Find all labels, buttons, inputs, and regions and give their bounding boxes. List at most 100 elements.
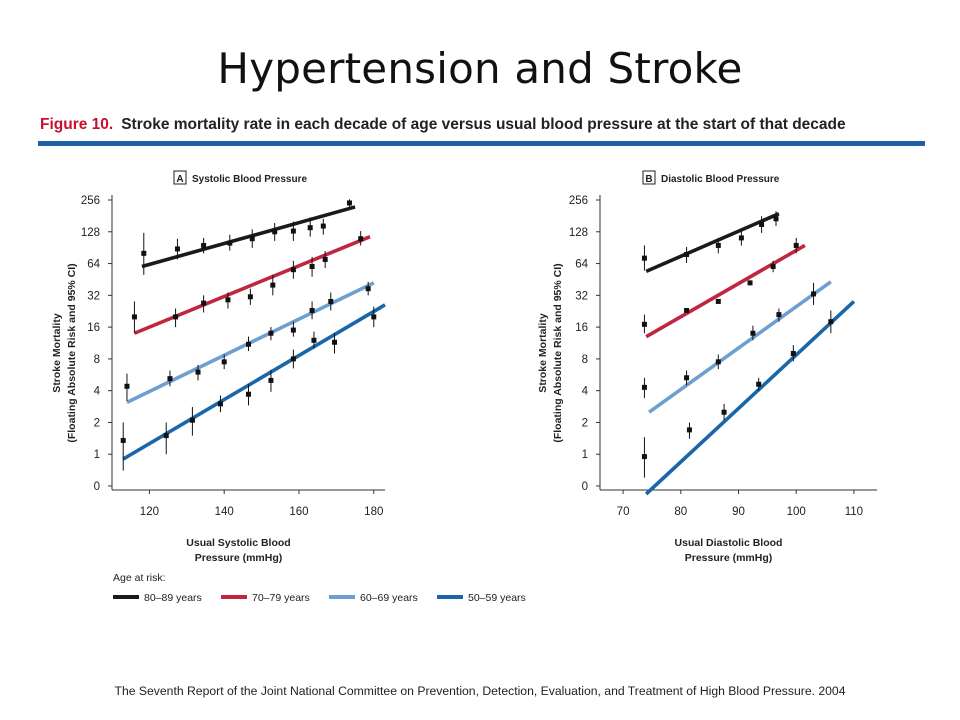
data-point: [371, 314, 377, 320]
chart-panel-a: A Systolic Blood Pressure 0 1 2 4 8 16 32 64 128 25…: [51, 170, 386, 564]
data-point: [790, 350, 796, 356]
data-point: [773, 216, 779, 222]
legend-label: 60–69 years: [360, 592, 418, 604]
data-point: [641, 384, 647, 390]
x-tick-label: 80: [674, 506, 687, 518]
panel-letter-box: [173, 170, 187, 185]
y-tick-label: 4: [94, 386, 101, 398]
data-point: [358, 236, 364, 242]
data-point: [759, 222, 765, 228]
fit-line: [644, 300, 856, 496]
series-2: [641, 237, 806, 339]
x-tick-label: 70: [617, 506, 630, 518]
panel-letter: A: [176, 174, 183, 185]
data-point: [270, 282, 276, 288]
data-point: [756, 381, 762, 387]
legend-label: 70–79 years: [252, 592, 310, 604]
y-tick-label: 128: [569, 227, 588, 239]
data-point: [225, 297, 231, 303]
fit-line: [648, 280, 832, 414]
y-tick-label: 16: [575, 322, 588, 334]
data-point: [290, 327, 296, 333]
data-point: [246, 391, 251, 397]
data-point: [217, 401, 223, 407]
figure-caption-text: Stroke mortality rate in each decade of …: [121, 116, 846, 133]
figure-label: Figure 10.: [40, 116, 114, 133]
data-point: [268, 377, 274, 383]
data-point: [750, 330, 756, 336]
data-point: [365, 286, 371, 292]
data-point: [684, 375, 690, 381]
data-point: [189, 417, 195, 423]
panel-title: Diastolic Blood Pressure: [661, 174, 780, 185]
panel-letter-box: [642, 170, 656, 185]
y-tick-label: 64: [575, 259, 588, 271]
slide-title: Hypertension and Stroke: [217, 44, 743, 93]
data-point: [322, 256, 328, 262]
data-point: [290, 228, 296, 234]
data-point: [715, 242, 721, 248]
y-tick-label: 1: [582, 449, 588, 461]
y-tick-label: 0: [94, 481, 100, 493]
data-point: [221, 359, 227, 365]
legend-label: 50–59 years: [468, 592, 526, 604]
fit-line: [122, 303, 386, 461]
data-point: [120, 437, 126, 443]
data-point: [793, 242, 799, 248]
data-point: [174, 246, 180, 252]
x-axis-title: Pressure (mmHg): [195, 552, 283, 564]
data-point: [776, 312, 782, 318]
data-point: [309, 264, 315, 270]
data-point: [163, 433, 169, 439]
data-point: [747, 280, 753, 286]
fit-line: [645, 243, 806, 339]
source-footnote: The Seventh Report of the Joint National…: [114, 684, 846, 698]
y-tick-label: 4: [582, 386, 589, 398]
y-tick-label: 1: [94, 449, 100, 461]
data-point: [195, 369, 201, 375]
y-tick-label: 128: [81, 227, 100, 239]
data-point: [246, 341, 251, 347]
data-point: [290, 267, 296, 273]
data-point: [641, 321, 647, 327]
series-3: [641, 280, 832, 414]
data-point: [167, 376, 173, 382]
x-tick-label: 110: [845, 506, 863, 518]
y-tick-label: 32: [87, 290, 100, 302]
data-point: [346, 200, 352, 206]
y-axis-title: Stroke Mortality: [51, 313, 63, 393]
y-tick-label: 2: [582, 417, 588, 429]
data-point: [309, 307, 315, 313]
data-point: [715, 298, 721, 304]
x-tick-label: 120: [140, 506, 159, 518]
x-tick-label: 140: [215, 506, 234, 518]
data-point: [641, 255, 647, 261]
data-point: [272, 229, 278, 235]
x-axis-title: Pressure (mmHg): [685, 552, 773, 564]
legend: Age at risk: 80–89 years 70–79 years 60–69 …: [113, 572, 526, 604]
data-point: [290, 356, 296, 362]
data-point: [173, 314, 179, 320]
y-tick-label: 8: [94, 354, 100, 366]
series-1: [141, 199, 356, 275]
fit-line: [133, 235, 371, 335]
x-axis-title: Usual Systolic Blood: [186, 537, 290, 549]
data-point: [201, 300, 207, 306]
data-point: [249, 236, 255, 242]
data-point: [131, 314, 137, 320]
x-axis-title: Usual Diastolic Blood: [675, 537, 783, 549]
y-tick-label: 16: [87, 322, 100, 334]
series-1: [641, 211, 780, 273]
y-tick-label: 256: [569, 195, 588, 207]
data-point: [721, 409, 727, 415]
fit-line: [645, 212, 780, 273]
data-point: [828, 319, 834, 325]
y-tick-label: 256: [81, 195, 100, 207]
data-point: [201, 242, 207, 248]
data-point: [738, 235, 744, 241]
data-point: [307, 225, 313, 231]
data-point: [686, 427, 692, 433]
data-point: [770, 264, 776, 270]
y-tick-label: 0: [582, 481, 588, 493]
y-axis-title: Stroke Mortality: [537, 313, 549, 393]
